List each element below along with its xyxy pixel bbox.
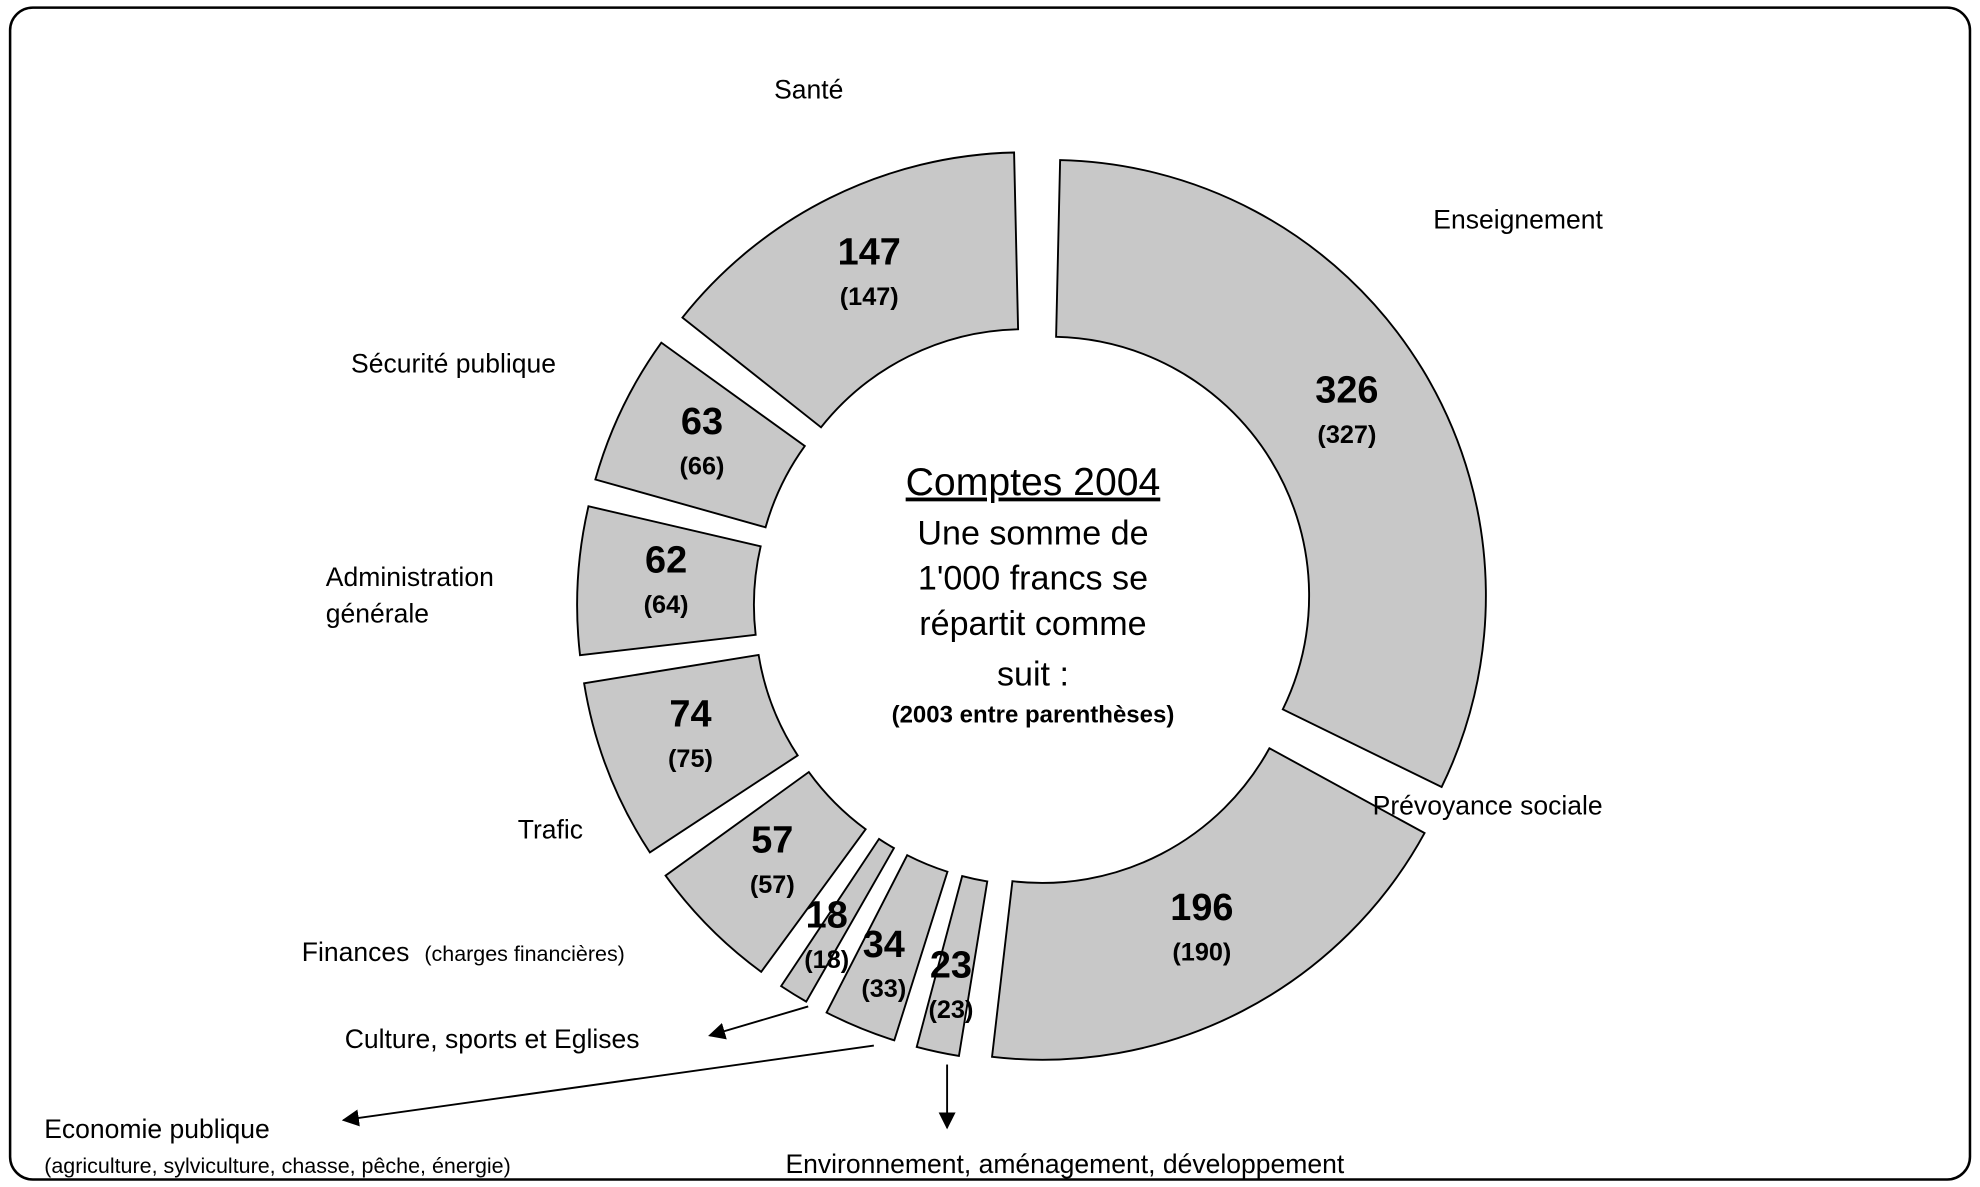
subtitle-line: 1'000 francs se	[917, 559, 1149, 598]
donut-segment	[1055, 159, 1487, 789]
value-label: 57	[751, 820, 793, 862]
subtitle-line: Une somme de	[917, 513, 1149, 552]
previous-value-label: (327)	[1317, 421, 1376, 449]
value-label: 34	[863, 924, 905, 966]
category-label: Sécurité publique	[351, 349, 556, 379]
donut-segment	[681, 151, 1020, 429]
subtitle-line: répartit comme	[919, 604, 1147, 643]
previous-value-label: (57)	[750, 871, 795, 899]
donut-segment	[594, 341, 807, 529]
category-label: Prévoyance sociale	[1372, 791, 1603, 821]
previous-value-label: (66)	[680, 452, 725, 480]
arrow	[341, 1044, 874, 1127]
category-label: Culture, sports et Eglises	[344, 1025, 640, 1055]
chart-title: Comptes 2004	[905, 459, 1161, 504]
category-label: Finances (charges financières)	[301, 938, 625, 968]
donut-segment	[664, 770, 867, 974]
previous-value-label: (33)	[861, 975, 906, 1003]
previous-value-label: (190)	[1172, 938, 1231, 966]
category-label: Environnement, aménagement, développemen…	[785, 1150, 1345, 1180]
category-label: Enseignement	[1433, 205, 1603, 235]
value-label: 147	[838, 232, 901, 274]
value-label: 62	[645, 540, 687, 582]
donut-segment	[825, 853, 949, 1042]
subtitle-line: suit :	[996, 655, 1069, 694]
value-label: 326	[1315, 369, 1378, 411]
previous-value-label: (23)	[928, 996, 973, 1024]
previous-value-label: (75)	[668, 745, 713, 773]
value-label: 196	[1170, 887, 1233, 929]
category-label: Administration générale	[325, 563, 494, 629]
previous-value-label: (18)	[804, 946, 849, 974]
previous-value-label: (64)	[644, 591, 689, 619]
donut-segment	[576, 505, 762, 657]
frame	[8, 6, 1972, 1181]
subtitle: Une somme de 1'000 francs se répartit co…	[844, 510, 1223, 697]
category-label: Trafic	[517, 815, 584, 845]
value-label: 23	[930, 945, 972, 987]
arrow	[708, 1005, 809, 1040]
donut-segment	[915, 874, 989, 1058]
category-label: Santé	[774, 75, 844, 105]
category-note: (charges financières)	[424, 942, 625, 967]
category-label: Economie publique (agriculture, sylvicul…	[44, 1111, 638, 1184]
value-label: 74	[669, 694, 711, 736]
donut-segment	[990, 746, 1426, 1061]
value-label: 63	[681, 401, 723, 443]
donut-segment	[583, 653, 799, 854]
previous-value-label: (147)	[840, 283, 899, 311]
category-note: (agriculture, sylviculture, chasse, pêch…	[44, 1154, 511, 1179]
note: (2003 entre parenthèses)	[891, 702, 1175, 729]
donut-segment	[779, 837, 896, 1003]
